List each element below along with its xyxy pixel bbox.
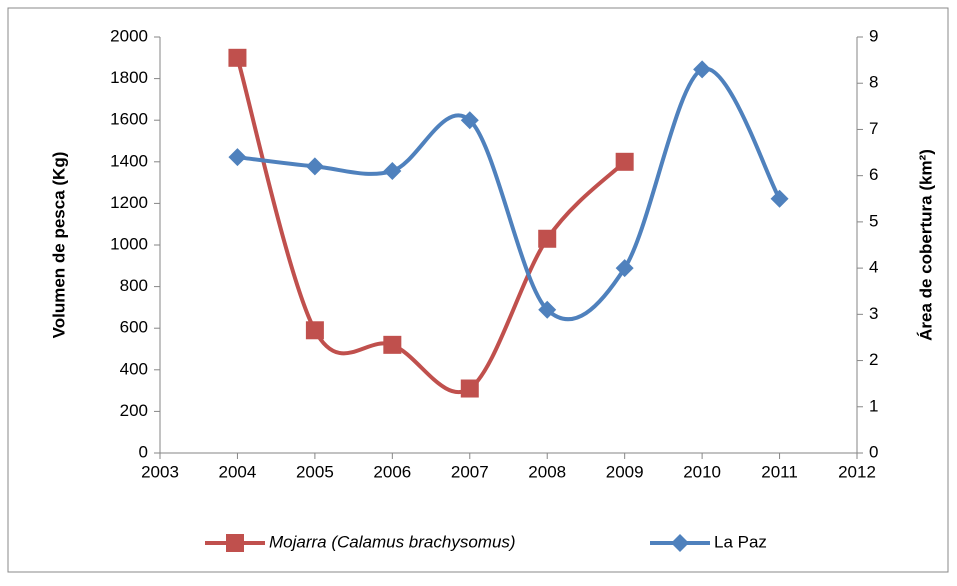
x-tick-label: 2011 — [761, 462, 798, 481]
y-tick-label: 1000 — [110, 234, 148, 253]
x-tick-label: 2005 — [296, 462, 334, 481]
y-axis-label: Volumen de pesca (Kg) — [49, 152, 68, 339]
y2-tick-label: 6 — [869, 165, 878, 184]
legend-label: La Paz — [714, 532, 767, 551]
x-tick-label: 2012 — [838, 462, 876, 481]
y-tick-label: 2000 — [110, 26, 148, 45]
y2-tick-label: 7 — [869, 119, 878, 138]
chart-frame — [7, 7, 949, 573]
data-point — [383, 162, 402, 181]
y-tick-label: 200 — [120, 401, 148, 420]
data-point — [693, 60, 712, 79]
data-point — [615, 259, 634, 278]
x-tick-label: 2006 — [373, 462, 411, 481]
data-point — [228, 148, 247, 167]
x-tick-label: 2009 — [606, 462, 644, 481]
data-point — [305, 157, 324, 176]
legend-marker — [671, 534, 689, 552]
data-point — [460, 379, 479, 398]
y2-axis-label: Área de cobertura (km²) — [916, 149, 935, 341]
y-tick-label: 1200 — [110, 193, 148, 212]
y-tick-label: 1600 — [110, 110, 148, 129]
y-tick-label: 1800 — [110, 68, 148, 87]
data-point — [770, 189, 789, 208]
y2-tick-label: 3 — [869, 304, 878, 323]
y-tick-label: 600 — [120, 318, 148, 337]
y2-tick-label: 8 — [869, 73, 878, 92]
y2-tick-label: 2 — [869, 350, 878, 369]
data-point — [460, 111, 479, 130]
y2-tick-label: 9 — [869, 26, 878, 45]
y2-tick-label: 1 — [869, 396, 878, 415]
x-tick-label: 2003 — [141, 462, 179, 481]
x-tick-label: 2008 — [528, 462, 566, 481]
y-tick-label: 0 — [139, 442, 148, 461]
y2-tick-label: 0 — [869, 442, 878, 461]
data-point — [538, 229, 557, 248]
data-point — [538, 300, 557, 319]
data-point — [615, 152, 634, 171]
legend-marker — [226, 534, 244, 552]
data-point — [305, 321, 324, 340]
y2-tick-label: 4 — [869, 258, 878, 277]
y-tick-label: 400 — [120, 359, 148, 378]
x-tick-label: 2010 — [683, 462, 721, 481]
y-tick-label: 1400 — [110, 151, 148, 170]
data-point — [228, 48, 247, 67]
data-point — [383, 335, 402, 354]
legend-label: Mojarra (Calamus brachysomus) — [269, 532, 516, 551]
x-tick-label: 2004 — [219, 462, 257, 481]
x-tick-label: 2007 — [451, 462, 489, 481]
y-tick-label: 800 — [120, 276, 148, 295]
y2-tick-label: 5 — [869, 211, 878, 230]
